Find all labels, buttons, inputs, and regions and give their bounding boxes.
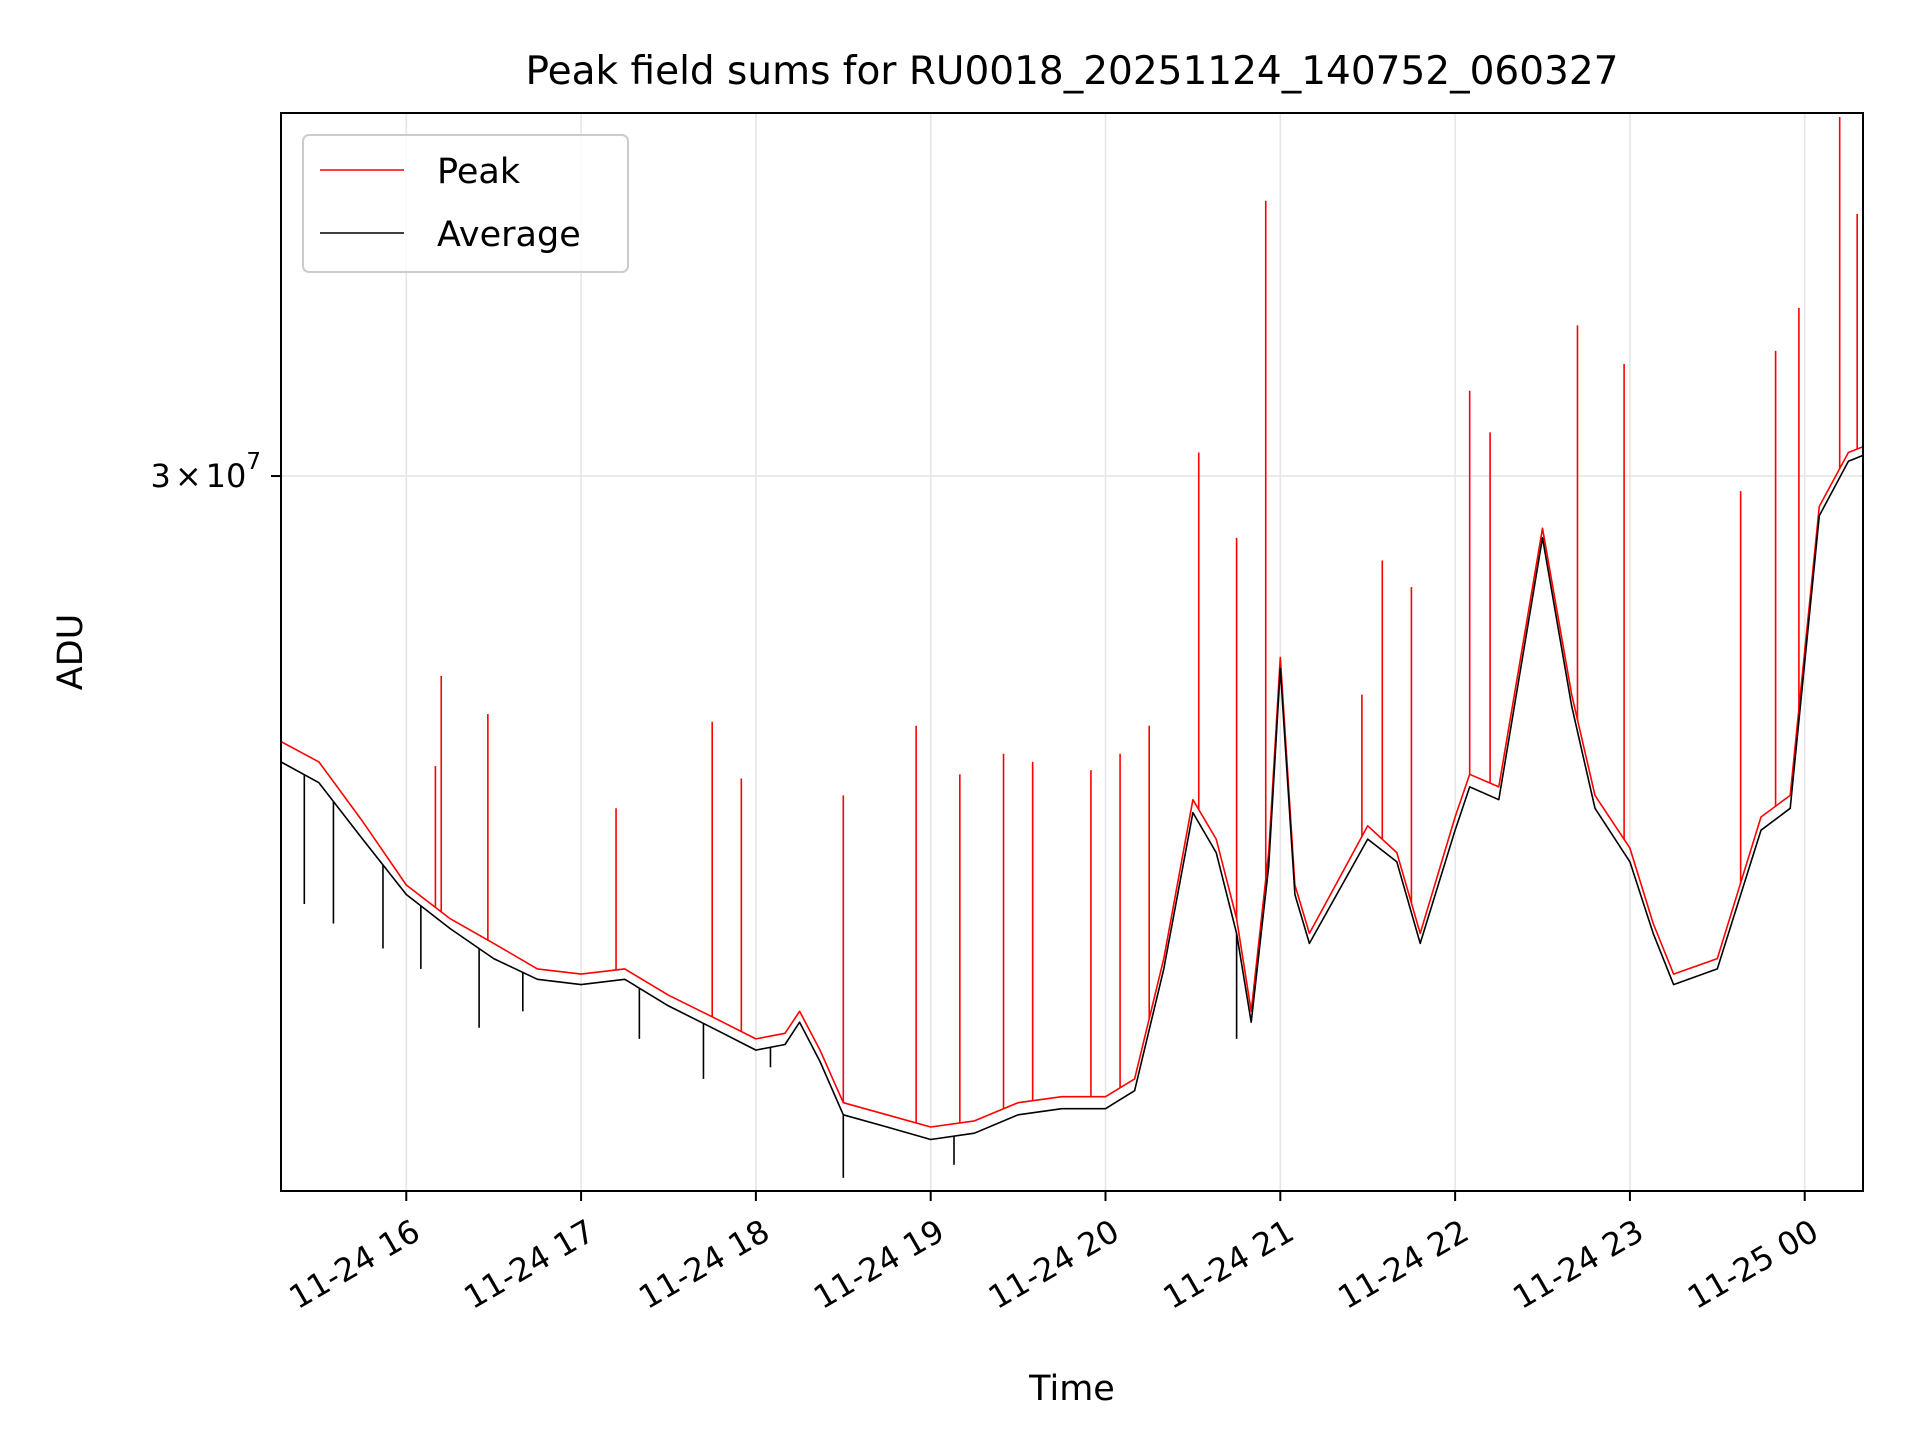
legend-peak-label: Peak [437,152,521,192]
plot-frame [280,112,1864,1192]
legend: Peak Average [302,134,629,273]
peak-line [281,445,1863,1128]
y-tick-label: 3 × 107 [150,449,261,495]
y-tick-times: × [175,457,202,495]
chart-title: Peak field sums for RU0018_20251124_1407… [526,49,1619,94]
plot-area [281,116,1863,1178]
y-axis-label: ADU [51,614,91,691]
y-axis: 3 × 107 [150,449,281,495]
y-tick-exponent: 7 [246,449,261,475]
y-tick-base: 10 [206,457,247,495]
average-line [281,454,1863,1141]
grid-layer [281,113,1863,1191]
y-tick-mantissa: 3 [150,457,170,495]
average-series [281,454,1863,1178]
x-axis-label: Time [1028,1369,1115,1409]
legend-average-label: Average [437,215,581,255]
peak-series [281,116,1863,1128]
